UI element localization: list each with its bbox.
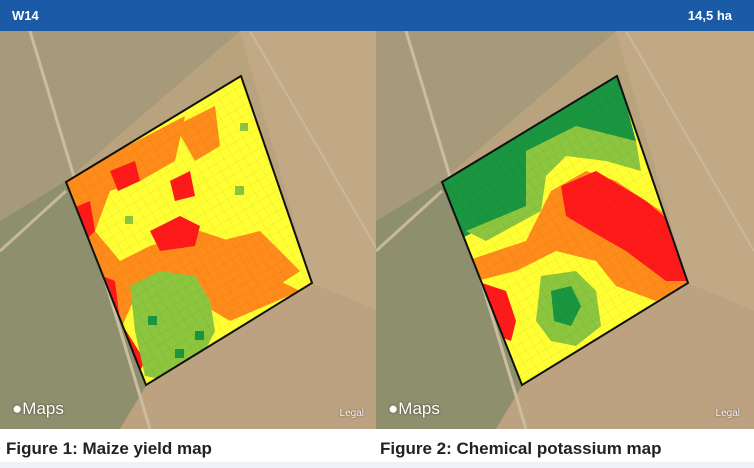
figure-1-caption: Figure 1: Maize yield map (6, 439, 212, 458)
apple-logo-icon: ● (388, 399, 399, 418)
legal-link[interactable]: Legal (715, 408, 740, 419)
field-area: 14,5 ha (687, 8, 732, 23)
apple-maps-attribution[interactable]: ●Maps (388, 399, 440, 418)
bottom-divider (0, 462, 754, 468)
field-name: W14 (12, 8, 39, 23)
figure-2-caption: Figure 2: Chemical potassium map (380, 439, 662, 458)
potassium-map-panel[interactable]: ●Maps Legal (376, 31, 754, 429)
field-header-bar: W14 14,5 ha (0, 0, 754, 31)
apple-maps-attribution[interactable]: ●Maps (12, 399, 64, 418)
apple-logo-icon: ● (12, 399, 23, 418)
yield-map-panel[interactable]: ●Maps Legal (0, 31, 378, 429)
yield-map-canvas (0, 31, 378, 429)
potassium-map-canvas (376, 31, 754, 429)
legal-link[interactable]: Legal (339, 408, 364, 419)
